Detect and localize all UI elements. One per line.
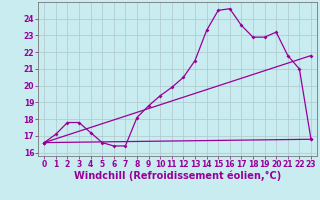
X-axis label: Windchill (Refroidissement éolien,°C): Windchill (Refroidissement éolien,°C): [74, 171, 281, 181]
